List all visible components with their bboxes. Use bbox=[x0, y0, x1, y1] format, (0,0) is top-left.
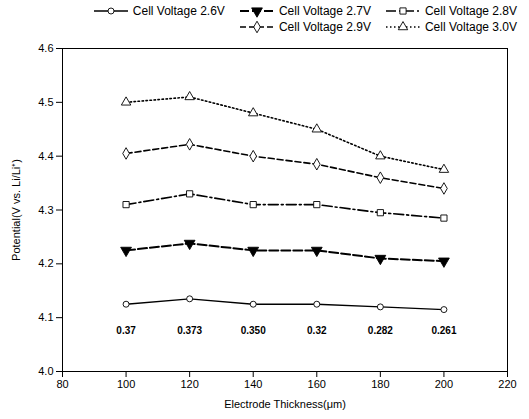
svg-text:0.373: 0.373 bbox=[177, 325, 202, 336]
svg-text:4.4: 4.4 bbox=[38, 150, 53, 162]
html-text:Cell Voltage 2.7V: Cell Voltage 2.7V bbox=[278, 4, 371, 18]
svg-text:Electrode Thickness(μm): Electrode Thickness(μm) bbox=[224, 398, 346, 410]
svg-text:220: 220 bbox=[498, 378, 516, 390]
svg-text:4.3: 4.3 bbox=[38, 204, 53, 216]
html-text:Cell Voltage 2.6V: Cell Voltage 2.6V bbox=[132, 4, 225, 18]
svg-text:0.32: 0.32 bbox=[307, 325, 327, 336]
svg-text:0.261: 0.261 bbox=[431, 325, 456, 336]
html-text:Cell Voltage 2.9V: Cell Voltage 2.9V bbox=[278, 20, 371, 34]
html-text:Cell Voltage 2.8V: Cell Voltage 2.8V bbox=[424, 4, 517, 18]
svg-text:100: 100 bbox=[117, 378, 135, 390]
svg-text:4.5: 4.5 bbox=[38, 96, 53, 108]
html-text:Cell Voltage 3.0V: Cell Voltage 3.0V bbox=[424, 20, 517, 34]
svg-text:4.6: 4.6 bbox=[38, 42, 53, 54]
svg-text:0.282: 0.282 bbox=[368, 325, 393, 336]
svg-text:120: 120 bbox=[180, 378, 198, 390]
svg-text:4.2: 4.2 bbox=[38, 257, 53, 269]
svg-text:80: 80 bbox=[56, 378, 68, 390]
svg-text:200: 200 bbox=[435, 378, 453, 390]
svg-text:0.37: 0.37 bbox=[116, 325, 136, 336]
svg-text:4.0: 4.0 bbox=[38, 365, 53, 377]
svg-text:4.1: 4.1 bbox=[38, 311, 53, 323]
svg-text:140: 140 bbox=[244, 378, 262, 390]
svg-text:160: 160 bbox=[308, 378, 326, 390]
svg-text:Potential(V vs. Li/Li⁺): Potential(V vs. Li/Li⁺) bbox=[10, 159, 22, 261]
svg-text:0.350: 0.350 bbox=[241, 325, 266, 336]
svg-text:180: 180 bbox=[371, 378, 389, 390]
